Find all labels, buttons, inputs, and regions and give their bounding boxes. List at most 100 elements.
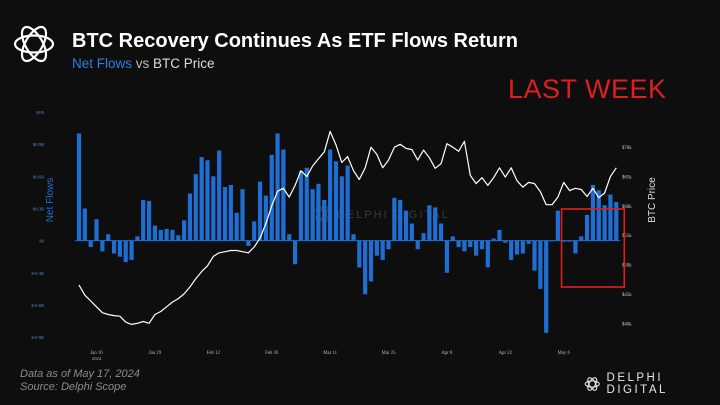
net-flow-bar	[158, 229, 163, 241]
net-flow-bar	[199, 157, 204, 241]
net-flow-bar	[304, 167, 309, 241]
net-flow-bar	[339, 176, 344, 241]
net-flow-bar	[222, 187, 228, 241]
net-flow-bar	[596, 190, 601, 241]
left-tick-label: $-0.6B	[31, 303, 44, 308]
left-tick-label: $-0.3B	[31, 271, 44, 276]
net-flow-bar	[129, 240, 134, 260]
btc-price-line	[78, 130, 617, 325]
x-tick-label: Apr 22	[499, 351, 513, 356]
net-flow-bar	[152, 225, 158, 241]
last-week-annotation: LAST WEEK	[508, 74, 667, 104]
right-tick-label: $60k	[622, 205, 632, 210]
last-week-highlight-box	[560, 208, 626, 288]
net-flow-bar	[590, 184, 596, 241]
x-tick-label: Mar 25	[382, 351, 397, 356]
left-axis-label: Net Flows	[45, 178, 56, 222]
brand-footer: DELPHI DIGITAL	[584, 372, 720, 396]
right-tick-label: $55k	[622, 234, 632, 239]
net-flow-bar	[322, 199, 327, 241]
net-flow-bar	[135, 236, 140, 241]
left-tick-label: $0.9B	[33, 142, 44, 147]
net-flow-bar	[240, 189, 245, 241]
subtitle-vs: vs	[135, 56, 150, 71]
footer: Data as of May 17, 2024 Source: Delphi S…	[20, 368, 140, 394]
net-flow-bar	[211, 176, 216, 241]
net-flow-bar	[88, 240, 93, 248]
net-flow-bar	[602, 205, 607, 241]
net-flow-bar	[82, 208, 87, 241]
left-tick-label: $1B	[36, 110, 44, 115]
data-date-note: Data as of May 17, 2024	[20, 368, 140, 380]
net-flow-bar	[363, 240, 368, 295]
left-tick-label: $0	[39, 239, 44, 244]
x-tick-label: Feb 12	[207, 351, 221, 356]
net-flow-bar	[263, 195, 268, 241]
net-flow-bar	[526, 240, 531, 244]
net-flow-bar	[555, 210, 560, 241]
net-flow-bar	[146, 200, 152, 241]
net-flow-bar	[269, 154, 274, 241]
right-tick-label: $40k	[622, 322, 632, 327]
right-axis-label: BTC Price	[647, 177, 658, 223]
net-flow-bar	[252, 221, 257, 241]
net-flow-bar	[485, 240, 490, 268]
net-flow-bar	[514, 240, 520, 255]
right-tick-label: $65k	[622, 176, 632, 181]
net-flow-bar	[123, 240, 128, 263]
net-flow-bar	[164, 228, 169, 241]
x-tick-label: Mar 11	[323, 351, 337, 356]
net-flow-bar	[368, 240, 374, 282]
net-flow-bar	[275, 133, 280, 241]
net-flow-bar	[549, 240, 555, 242]
net-flow-bar	[433, 207, 438, 241]
net-flow-bar	[281, 149, 286, 241]
net-flow-bar	[468, 240, 473, 248]
net-flow-bar	[333, 161, 339, 241]
subtitle-btc-price: BTC Price	[153, 56, 215, 71]
net-flow-bar	[398, 199, 403, 241]
net-flow-bar	[176, 235, 181, 241]
chart-subtitle: Net Flows vs BTC Price	[72, 56, 215, 71]
net-flow-bar	[217, 150, 222, 241]
net-flow-bar	[106, 234, 111, 241]
net-flow-bar	[497, 229, 502, 241]
x-tick-label: Jan 29	[149, 351, 162, 356]
net-flow-bar	[403, 210, 409, 241]
left-tick-label: $-0.9B	[31, 335, 44, 340]
source-note: Source: Delphi Scope	[20, 381, 127, 393]
net-flow-bar	[94, 219, 99, 241]
net-flow-bar	[328, 149, 333, 241]
net-flow-bar	[544, 240, 549, 333]
net-flow-bar	[374, 240, 379, 256]
net-flow-bar	[421, 233, 426, 241]
net-flow-bar	[187, 193, 193, 241]
net-flow-bar	[316, 183, 321, 241]
net-flow-bar	[538, 240, 543, 289]
net-flow-bar	[415, 240, 420, 250]
x-tick-label: Jan 16	[90, 351, 103, 356]
net-flow-bar	[462, 240, 467, 252]
net-flow-bar	[310, 189, 315, 241]
net-flow-bar	[573, 240, 578, 254]
net-flow-bar	[193, 174, 198, 241]
net-flow-bar	[532, 240, 537, 271]
net-flow-bar	[386, 240, 391, 250]
net-flow-bar	[234, 212, 239, 241]
x-tick-sublabel: 2024	[92, 356, 102, 361]
net-flow-bar	[614, 202, 619, 241]
net-flow-bar	[409, 223, 414, 241]
net-flow-bar	[351, 234, 356, 241]
net-flow-bar	[438, 223, 444, 241]
net-flow-bar	[141, 199, 146, 241]
chart-title: BTC Recovery Continues As ETF Flows Retu…	[72, 30, 518, 52]
net-flow-bar	[608, 194, 613, 241]
net-flow-bar	[246, 240, 251, 247]
right-tick-label: $50k	[622, 264, 632, 269]
net-flow-bar	[567, 240, 572, 242]
net-flow-bar	[182, 220, 187, 241]
net-flow-bar	[444, 240, 450, 273]
net-flow-bar	[117, 240, 122, 257]
net-flow-bar	[380, 240, 385, 260]
